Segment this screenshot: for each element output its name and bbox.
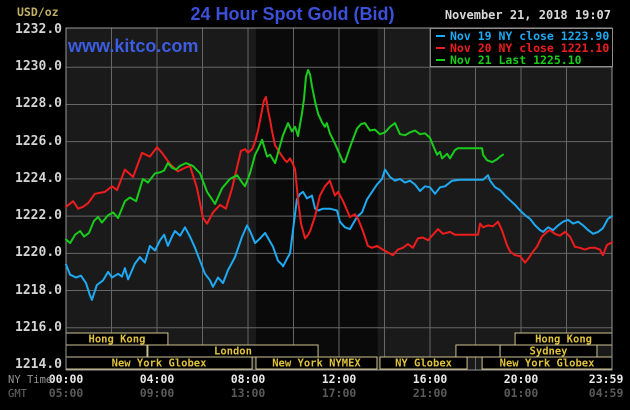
plot-border — [65, 27, 613, 371]
legend-color-dash — [436, 59, 445, 61]
y-axis-tick-label: 1230.0 — [15, 59, 62, 75]
gmt-tick-label: 01:00 — [503, 386, 539, 400]
session-box — [255, 356, 378, 370]
chart-title: 24 Hour Spot Gold (Bid) — [190, 4, 395, 24]
gmt-tick-label: 04:59 — [588, 386, 624, 400]
gmt-tick-label: 09:00 — [139, 386, 175, 400]
ny-time-tick-label: 23:59 — [588, 372, 624, 386]
ny-time-axis-caption: NY Time — [8, 374, 53, 386]
session-label: London — [214, 346, 252, 358]
legend-item: Nov 20 NY close 1221.10 — [436, 41, 612, 55]
kitco-watermark-link[interactable]: www.kitco.com — [68, 36, 199, 56]
gmt-tick-label: 17:00 — [321, 386, 357, 400]
ny-time-tick-label: 08:00 — [230, 372, 266, 386]
y-axis-tick-label: 1220.0 — [15, 245, 62, 261]
nymex-hours-band — [255, 28, 378, 370]
y-axis-tick-label: 1214.0 — [15, 357, 62, 372]
y-axis-tick-label: 1216.0 — [15, 319, 62, 335]
ny-time-tick-label: 00:00 — [48, 372, 84, 386]
ny-time-tick-label: 16:00 — [412, 372, 448, 386]
session-label: New York Globex — [500, 358, 596, 370]
session-label: New York NYMEX — [272, 358, 361, 370]
y-axis-tick-label: 1226.0 — [15, 133, 62, 149]
y-axis-tick-label: 1232.0 — [15, 22, 62, 37]
session-label: New York Globex — [112, 358, 208, 370]
legend-color-dash — [436, 47, 445, 49]
session-label: Sydney — [530, 346, 569, 358]
legend: Nov 19 NY close 1223.90 Nov 20 NY close 1… — [430, 28, 613, 67]
ny-time-tick-label: 04:00 — [139, 372, 175, 386]
session-box — [379, 356, 468, 370]
gmt-tick-label: 21:00 — [412, 386, 448, 400]
y-axis-tick-label: 1218.0 — [15, 282, 62, 298]
session-label: NY Globex — [395, 358, 453, 370]
session-box — [455, 344, 501, 358]
session-label: Hong Kong — [535, 334, 592, 346]
ny-time-tick-label: 20:00 — [503, 372, 539, 386]
legend-item-label: Nov 20 NY close 1221.10 — [450, 41, 610, 55]
session-box — [65, 344, 148, 358]
gmt-axis-caption: GMT — [8, 388, 27, 400]
legend-color-dash — [436, 35, 445, 37]
y-axis-tick-label: 1224.0 — [15, 170, 62, 186]
series-line-nov-21 — [65, 69, 504, 245]
legend-item-label: Nov 19 NY close 1223.90 — [450, 29, 610, 43]
gmt-tick-label: 05:00 — [48, 386, 84, 400]
legend-item: Nov 19 NY close 1223.90 — [436, 29, 612, 43]
y-axis-tick-label: 1222.0 — [15, 208, 62, 224]
y-axis-tick-label: 1228.0 — [15, 96, 62, 112]
datetime-label: November 21, 2018 19:07 — [444, 8, 611, 22]
series-line-nov-20 — [65, 96, 613, 264]
legend-item: Nov 21 Last 1225.10 — [436, 53, 612, 67]
session-label: Hong Kong — [89, 334, 146, 346]
ny-time-tick-label: 12:00 — [321, 372, 357, 386]
legend-item-label: Nov 21 Last 1225.10 — [450, 53, 582, 67]
y-axis-units-label: USD/oz — [17, 5, 59, 19]
gmt-tick-label: 13:00 — [230, 386, 266, 400]
series-line-nov-19 — [65, 168, 613, 301]
